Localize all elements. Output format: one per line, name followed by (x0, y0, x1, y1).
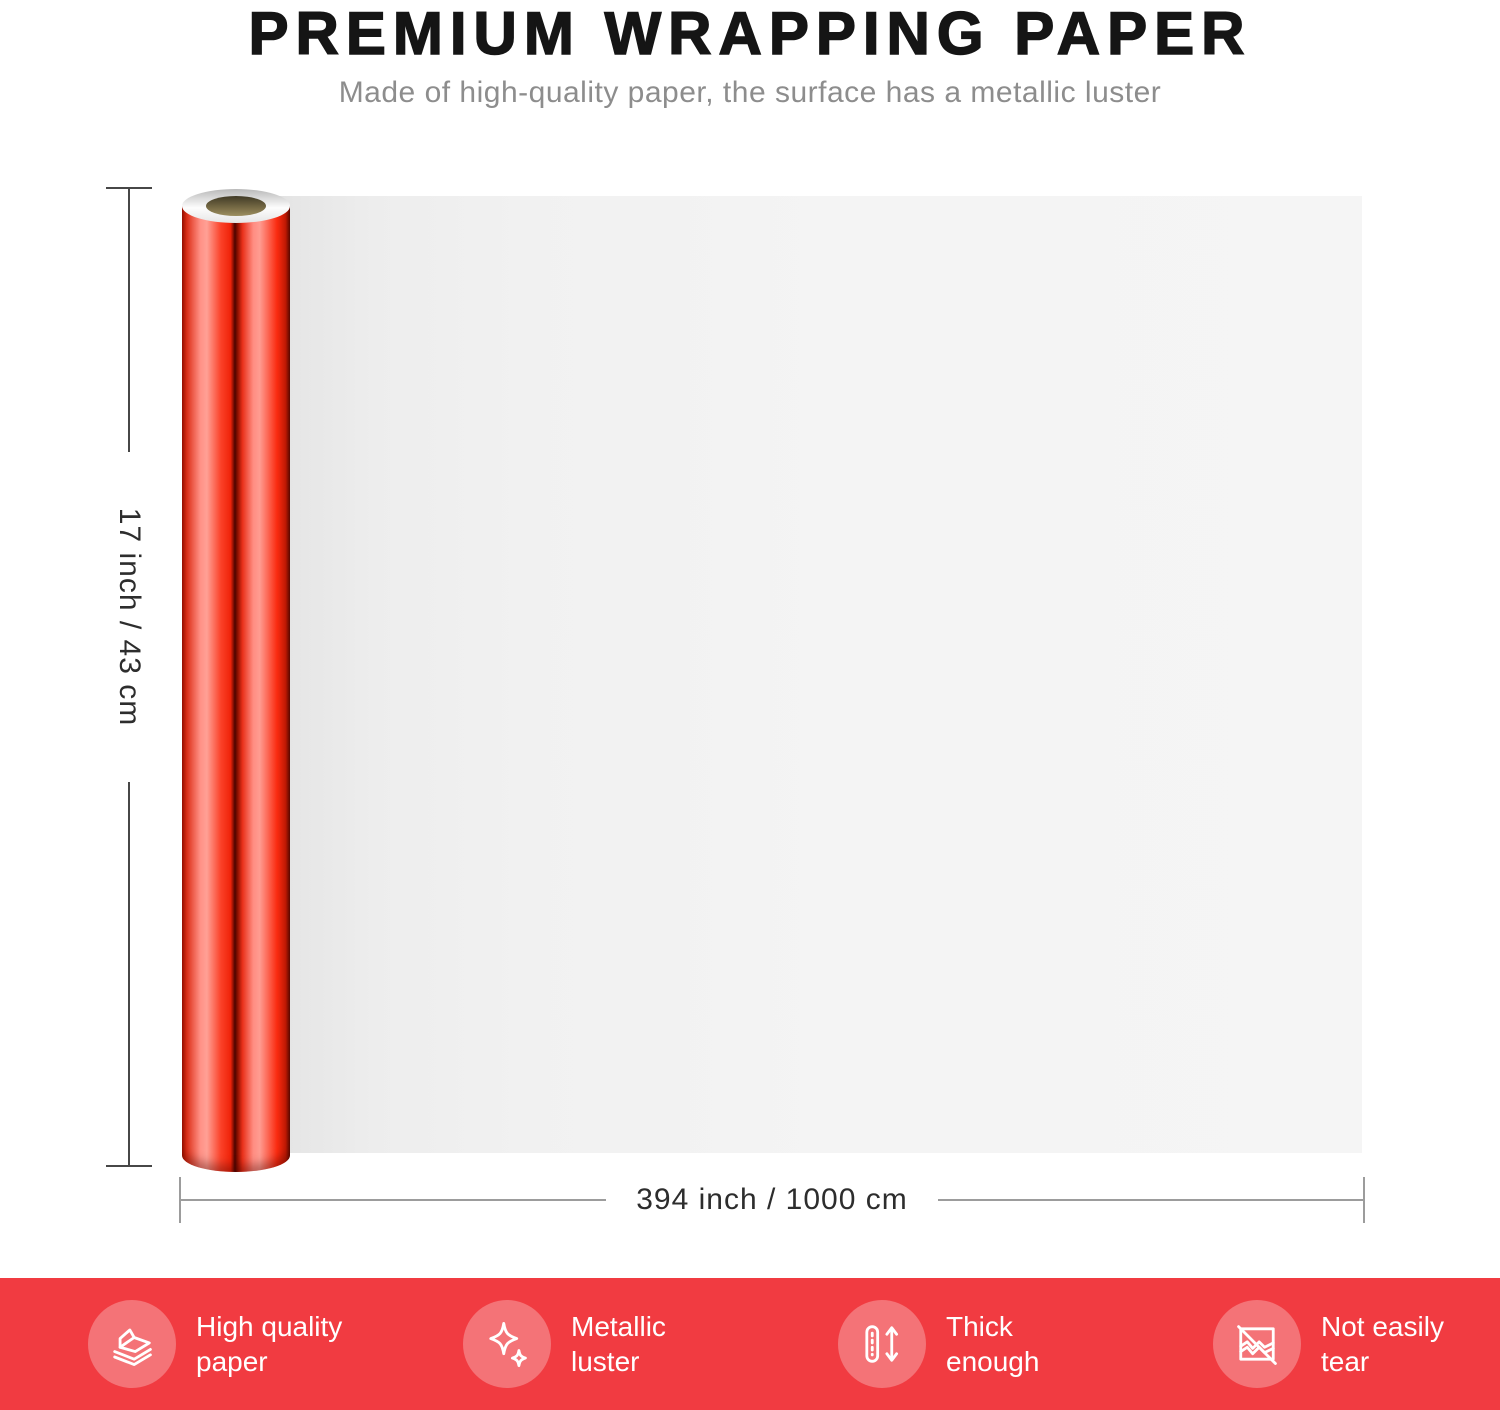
wrapping-paper-roll (182, 189, 290, 1172)
feature-label: Not easily tear (1321, 1309, 1444, 1379)
thickness-arrow-icon (865, 1325, 899, 1363)
dimension-line (128, 189, 130, 452)
height-dimension-label: 17 inch / 43 cm (106, 452, 152, 782)
feature-not-easily-tear: Not easily tear (1125, 1278, 1500, 1410)
feature-label-line2: paper (196, 1346, 268, 1377)
page-title: PREMIUM WRAPPING PAPER (248, 0, 1252, 67)
dimension-tick (106, 1165, 152, 1167)
feature-metallic-luster: Metallic luster (375, 1278, 750, 1410)
feature-label-line1: Metallic (571, 1311, 666, 1342)
feature-label-line1: Thick (946, 1311, 1013, 1342)
feature-thick-enough: Thick enough (750, 1278, 1125, 1410)
page-subtitle: Made of high-quality paper, the surface … (338, 76, 1162, 109)
feature-label: Metallic luster (571, 1309, 666, 1379)
dimension-line (181, 1199, 607, 1201)
header: PREMIUM WRAPPING PAPER Made of high-qual… (0, 0, 1500, 110)
roll-top-cap (182, 189, 290, 223)
feature-label-line2: tear (1321, 1346, 1370, 1377)
feature-label-line2: luster (571, 1346, 640, 1377)
feature-label-line1: High quality (196, 1311, 343, 1342)
height-dimension-text: 17 inch / 43 cm (113, 507, 146, 727)
feature-icon-circle (88, 1300, 176, 1388)
roll-core-hole (206, 196, 266, 216)
width-dimension: 394 inch / 1000 cm (179, 1177, 1365, 1223)
height-dimension: 17 inch / 43 cm (106, 187, 152, 1167)
width-dimension-text: 394 inch / 1000 cm (636, 1183, 908, 1216)
feature-label: Thick enough (946, 1309, 1039, 1379)
dimension-tick (1363, 1177, 1365, 1223)
wrapping-paper-sheet (238, 196, 1362, 1153)
dimension-tick (179, 1177, 181, 1223)
no-tear-icon (1237, 1325, 1277, 1365)
dimension-tick (106, 187, 152, 189)
sparkle-icon (489, 1322, 527, 1368)
layers-icon (113, 1328, 152, 1366)
dimension-line (937, 1199, 1363, 1201)
feature-icon-circle (838, 1300, 926, 1388)
feature-label-line2: enough (946, 1346, 1040, 1377)
feature-label-line1: Not easily (1321, 1311, 1444, 1342)
features-banner: High quality paper Metallic luster (0, 1278, 1500, 1410)
feature-icon-circle (463, 1300, 551, 1388)
feature-label: High quality paper (196, 1309, 342, 1379)
dimension-line (128, 782, 130, 1165)
feature-icon-circle (1213, 1300, 1301, 1388)
feature-high-quality-paper: High quality paper (0, 1278, 375, 1410)
roll-body (182, 206, 290, 1172)
